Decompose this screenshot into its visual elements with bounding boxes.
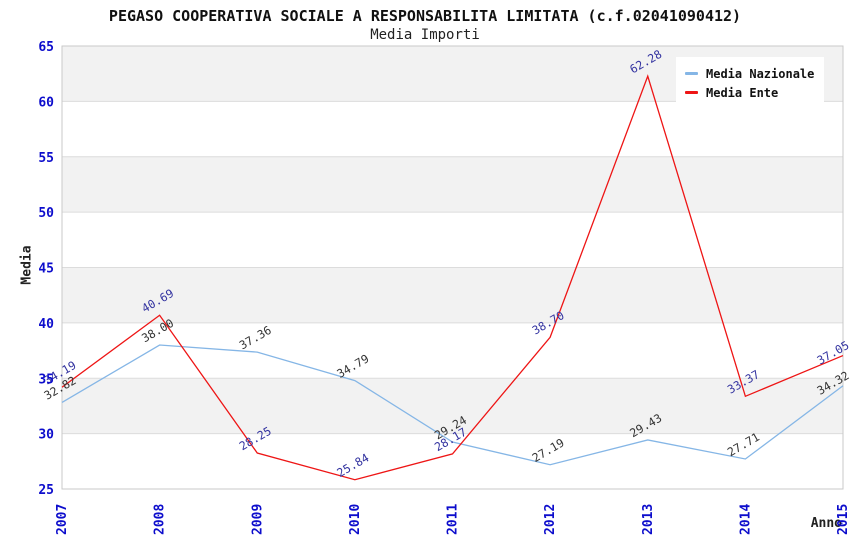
plot-band — [62, 101, 843, 157]
legend-label-media-nazionale: Media Nazionale — [706, 66, 815, 81]
y-tick-label: 60 — [38, 95, 54, 110]
legend-entry-media-ente: Media Ente — [685, 83, 814, 102]
y-tick-label: 25 — [38, 483, 54, 498]
x-tick-label: 2009 — [250, 504, 265, 535]
series-line-media-nazionale — [61, 344, 844, 466]
x-tick-label: 2007 — [55, 504, 70, 535]
plot-band — [62, 156, 843, 213]
y-tick-label: 45 — [38, 262, 54, 277]
x-tick-label: 2012 — [543, 504, 558, 535]
plot-band — [62, 433, 843, 489]
x-tick-label: 2010 — [348, 504, 363, 535]
x-axis-title: Anno — [810, 516, 842, 531]
series-line-media-ente — [61, 74, 844, 481]
line-swatch-media-nazionale-icon — [685, 72, 698, 75]
x-tick-label: 2014 — [738, 504, 753, 535]
legend-label-media-ente: Media Ente — [706, 85, 779, 100]
x-tick-label: 2008 — [153, 504, 168, 535]
chart-subtitle: Media Importi — [370, 27, 480, 43]
y-tick-label: 55 — [38, 151, 54, 166]
y-tick-label: 40 — [38, 317, 54, 332]
x-tick-label: 2015 — [836, 504, 850, 535]
legend: Media Nazionale Media Ente — [676, 57, 825, 109]
plot-band — [62, 212, 843, 268]
x-tick-label: 2011 — [446, 504, 461, 535]
x-tick-label: 2013 — [641, 504, 656, 535]
plot-border — [61, 45, 844, 490]
plot-band — [62, 378, 843, 434]
chart-title: PEGASO COOPERATIVA SOCIALE A RESPONSABIL… — [108, 7, 742, 25]
y-tick-label: 35 — [38, 372, 54, 387]
y-tick-label: 65 — [38, 40, 54, 55]
plot-band — [62, 322, 843, 379]
plot-band — [62, 267, 843, 323]
legend-entry-media-nazionale: Media Nazionale — [685, 64, 814, 83]
line-swatch-media-ente-icon — [685, 91, 698, 94]
y-tick-label: 50 — [38, 206, 54, 221]
y-tick-label: 30 — [38, 428, 54, 443]
